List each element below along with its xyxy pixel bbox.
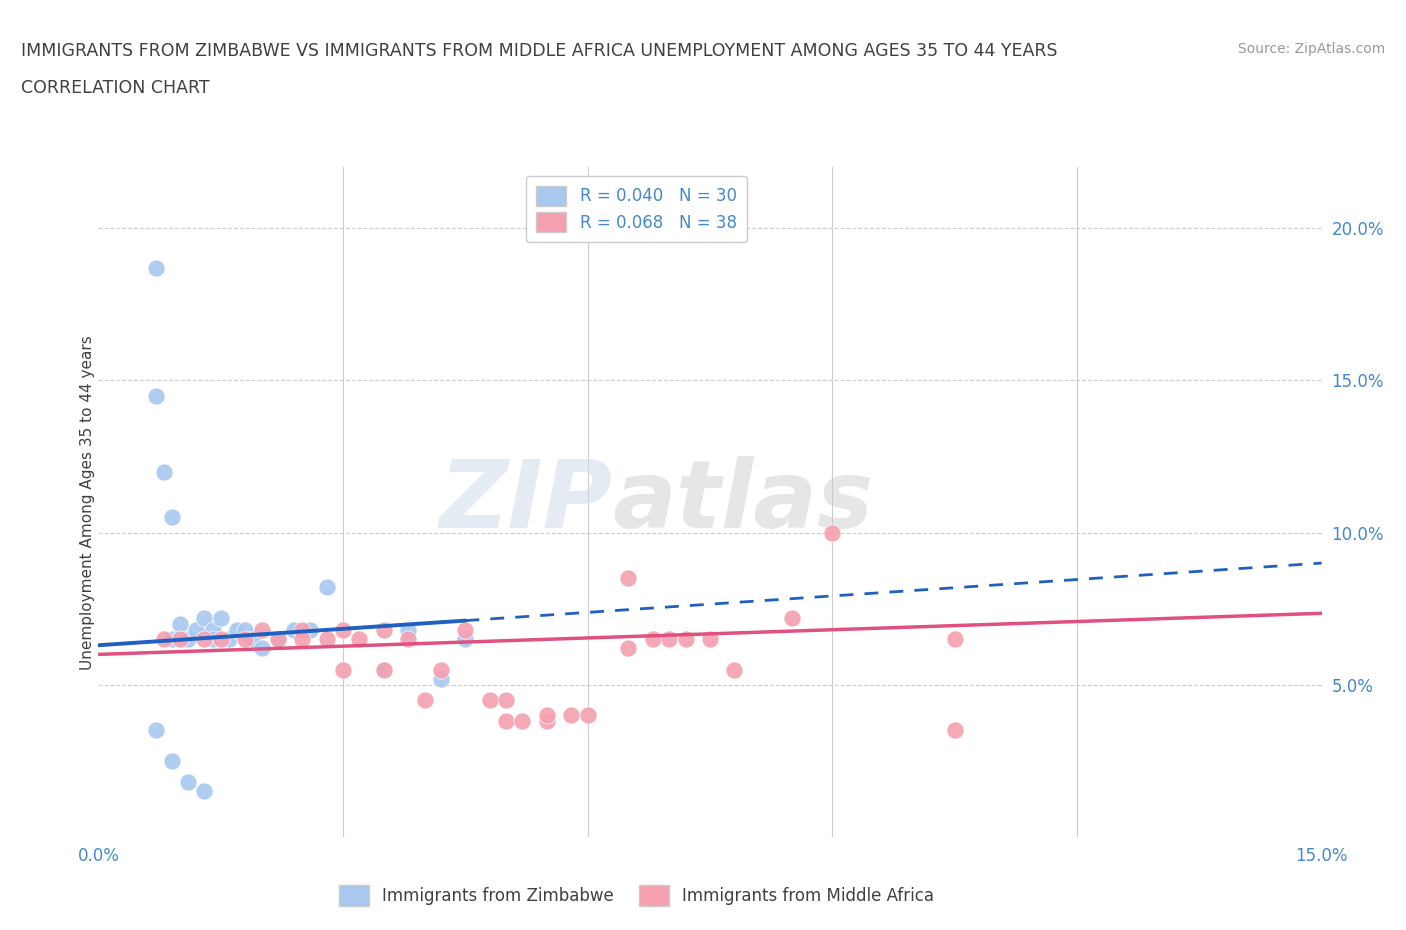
Point <box>145 260 167 275</box>
Point <box>283 622 305 637</box>
Text: Source: ZipAtlas.com: Source: ZipAtlas.com <box>1237 42 1385 56</box>
Point <box>332 622 354 637</box>
Point <box>291 631 314 646</box>
Point <box>943 631 966 646</box>
Point <box>169 631 191 646</box>
Point <box>943 723 966 737</box>
Point <box>218 631 240 646</box>
Point <box>576 708 599 723</box>
Point <box>250 622 273 637</box>
Point <box>413 693 436 708</box>
Point <box>349 631 371 646</box>
Point <box>495 693 517 708</box>
Point <box>160 753 183 768</box>
Point <box>560 708 582 723</box>
Text: CORRELATION CHART: CORRELATION CHART <box>21 79 209 97</box>
Point <box>430 662 453 677</box>
Point <box>250 641 273 656</box>
Text: IMMIGRANTS FROM ZIMBABWE VS IMMIGRANTS FROM MIDDLE AFRICA UNEMPLOYMENT AMONG AGE: IMMIGRANTS FROM ZIMBABWE VS IMMIGRANTS F… <box>21 42 1057 60</box>
Point <box>430 671 453 686</box>
Point <box>160 510 183 525</box>
Point <box>201 622 224 637</box>
Point <box>193 610 215 625</box>
Point <box>495 714 517 729</box>
Point <box>373 662 395 677</box>
Point <box>169 617 191 631</box>
Point <box>315 631 337 646</box>
Point <box>478 693 501 708</box>
Point <box>617 571 640 586</box>
Point <box>177 631 200 646</box>
Y-axis label: Unemployment Among Ages 35 to 44 years: Unemployment Among Ages 35 to 44 years <box>80 335 94 670</box>
Point <box>299 622 322 637</box>
Point <box>209 631 232 646</box>
Point <box>821 525 844 540</box>
Point <box>396 631 419 646</box>
Point <box>233 622 256 637</box>
Point <box>536 708 558 723</box>
Point <box>675 631 697 646</box>
Point <box>201 631 224 646</box>
Point <box>152 631 174 646</box>
Point <box>233 631 256 646</box>
Point <box>160 631 183 646</box>
Point <box>332 662 354 677</box>
Point <box>177 775 200 790</box>
Point <box>193 631 215 646</box>
Point <box>658 631 681 646</box>
Point <box>152 464 174 479</box>
Text: atlas: atlas <box>612 457 873 548</box>
Point <box>267 631 290 646</box>
Point <box>373 622 395 637</box>
Point <box>186 622 208 637</box>
Point <box>454 622 477 637</box>
Point <box>193 784 215 799</box>
Point <box>780 610 803 625</box>
Text: ZIP: ZIP <box>439 457 612 548</box>
Point <box>617 641 640 656</box>
Point <box>145 388 167 403</box>
Point <box>242 631 264 646</box>
Point <box>315 580 337 595</box>
Point <box>373 662 395 677</box>
Point <box>723 662 745 677</box>
Point <box>641 631 664 646</box>
Point <box>209 610 232 625</box>
Point <box>226 622 249 637</box>
Legend: Immigrants from Zimbabwe, Immigrants from Middle Africa: Immigrants from Zimbabwe, Immigrants fro… <box>329 875 945 916</box>
Point <box>169 631 191 646</box>
Point <box>267 631 290 646</box>
Point <box>396 622 419 637</box>
Point <box>699 631 721 646</box>
Point <box>145 723 167 737</box>
Point <box>536 714 558 729</box>
Point <box>454 631 477 646</box>
Point <box>512 714 534 729</box>
Point <box>291 622 314 637</box>
